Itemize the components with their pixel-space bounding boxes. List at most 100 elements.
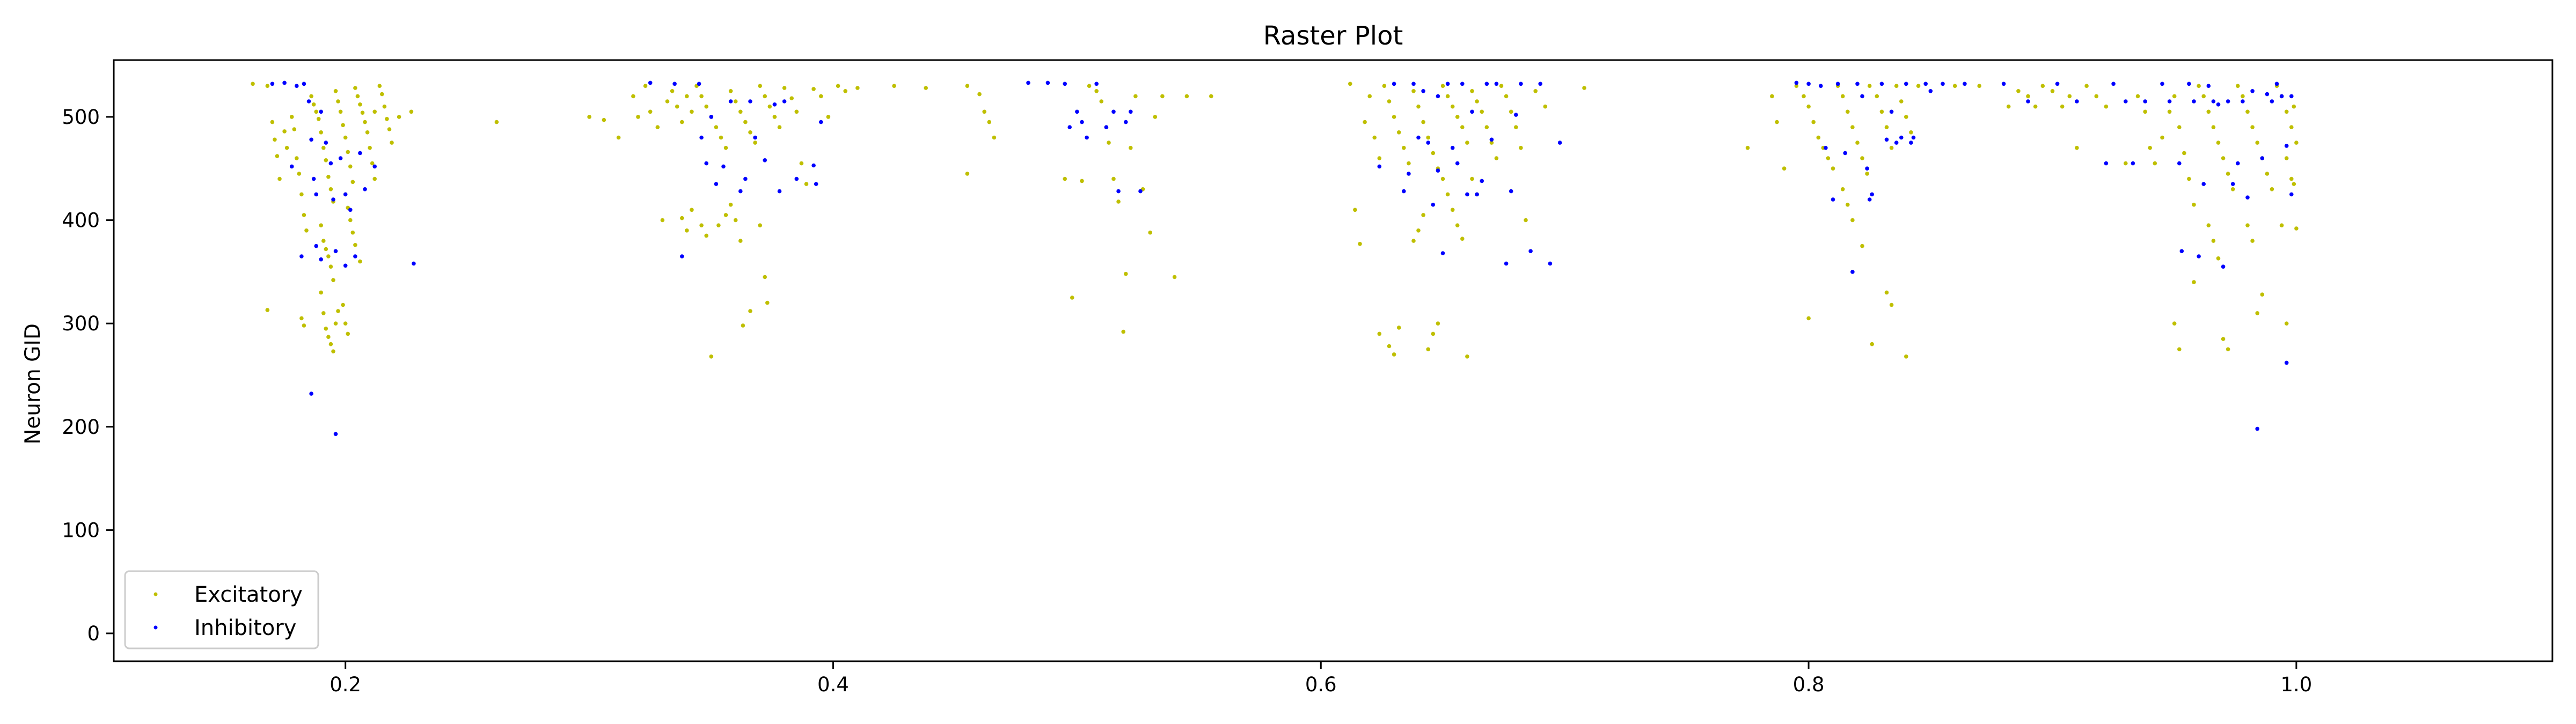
excitatory-spike-point [748, 130, 752, 135]
inhibitory-spike-point [1879, 82, 1884, 86]
inhibitory-spike-point [1124, 120, 1128, 124]
inhibitory-spike-point [2226, 99, 2230, 104]
data-points [251, 80, 2299, 437]
excitatory-spike-point [1367, 94, 1372, 99]
excitatory-spike-point [1916, 84, 1921, 88]
excitatory-spike-point [748, 309, 752, 313]
excitatory-spike-point [1431, 151, 1436, 156]
excitatory-spike-point [2255, 141, 2260, 145]
excitatory-spike-point [1840, 187, 1845, 191]
excitatory-spike-point [2245, 223, 2250, 228]
inhibitory-spike-point [302, 82, 306, 86]
excitatory-spike-point [1904, 354, 1908, 359]
excitatory-spike-point [328, 187, 333, 191]
excitatory-spike-point [1889, 145, 1894, 150]
excitatory-spike-point [1153, 115, 1158, 119]
inhibitory-spike-point [648, 80, 653, 85]
excitatory-spike-point [1867, 84, 1872, 88]
excitatory-spike-point [1806, 104, 1811, 109]
excitatory-spike-point [1353, 208, 1357, 212]
excitatory-spike-point [992, 135, 997, 140]
inhibitory-spike-point [1129, 109, 1133, 114]
excitatory-spike-point [314, 109, 318, 114]
inhibitory-spike-point [2216, 102, 2221, 107]
excitatory-spike-point [892, 84, 896, 88]
inhibitory-spike-point [1860, 94, 1864, 99]
series-inhibitory [270, 80, 2294, 437]
excitatory-spike-point [738, 239, 743, 243]
excitatory-spike-point [982, 109, 986, 114]
inhibitory-spike-point [309, 391, 313, 396]
excitatory-spike-point [2294, 141, 2299, 145]
excitatory-spike-point [1509, 109, 1513, 114]
excitatory-spike-point [1392, 115, 1396, 119]
excitatory-spike-point [728, 89, 733, 93]
excitatory-spike-point [1129, 145, 1133, 150]
excitatory-spike-point [1411, 239, 1416, 243]
excitatory-spike-point [2160, 135, 2164, 140]
excitatory-spike-point [1865, 172, 1869, 176]
inhibitory-spike-point [794, 176, 799, 181]
excitatory-spike-point [2216, 256, 2221, 261]
excitatory-spike-point [685, 94, 689, 99]
excitatory-spike-point [343, 135, 348, 140]
excitatory-spike-point [324, 247, 328, 252]
excitatory-spike-point [1063, 176, 1067, 181]
excitatory-spike-point [297, 172, 302, 176]
excitatory-spike-point [2197, 84, 2201, 88]
excitatory-spike-point [1840, 94, 1845, 99]
plot-area-frame [113, 59, 2553, 662]
inhibitory-spike-point [721, 164, 726, 169]
excitatory-spike-point [2006, 104, 2011, 109]
inhibitory-spike-point [306, 99, 311, 104]
inhibitory-spike-point [1470, 109, 1474, 114]
excitatory-spike-point [1160, 94, 1165, 99]
excitatory-spike-point [1816, 135, 1821, 140]
excitatory-spike-point [302, 213, 306, 217]
inhibitory-spike-point [1484, 82, 1489, 86]
excitatory-spike-point [1363, 120, 1367, 124]
excitatory-spike-point [1450, 208, 1455, 212]
y-axis-ticks: 0 100 200 300 400 500 [62, 106, 114, 645]
inhibitory-spike-point [1824, 145, 1828, 150]
excitatory-spike-point [2292, 104, 2296, 109]
excitatory-spike-point [1348, 82, 1352, 86]
excitatory-spike-point [2250, 125, 2255, 129]
inhibitory-spike-point [2289, 192, 2294, 197]
excitatory-spike-point [2192, 202, 2196, 207]
inhibitory-spike-point [2284, 360, 2289, 365]
inhibitory-spike-point [2201, 182, 2206, 186]
excitatory-spike-point [704, 233, 708, 238]
excitatory-spike-point [1770, 94, 1774, 99]
inhibitory-spike-point [295, 84, 299, 88]
inhibitory-spike-point [1475, 192, 1479, 197]
excitatory-spike-point [2075, 145, 2079, 150]
inhibitory-spike-point [2001, 82, 2006, 86]
excitatory-spike-point [2206, 223, 2211, 228]
excitatory-spike-point [1455, 115, 1460, 119]
excitatory-spike-point [965, 84, 970, 88]
excitatory-spike-point [1416, 228, 1421, 233]
inhibitory-spike-point [2104, 161, 2109, 166]
inhibitory-spike-point [2284, 144, 2289, 148]
excitatory-spike-point [326, 254, 331, 258]
inhibitory-spike-point [743, 176, 748, 181]
excitatory-spike-point [2216, 141, 2221, 145]
excitatory-spike-point [348, 164, 353, 169]
inhibitory-spike-point [1923, 82, 1928, 86]
inhibitory-spike-point [2124, 99, 2128, 104]
inhibitory-spike-point [1894, 141, 1899, 145]
excitatory-spike-point [2084, 84, 2089, 88]
excitatory-spike-point [772, 115, 777, 119]
excitatory-spike-point [353, 86, 357, 90]
y-axis-label: Neuron GID [21, 323, 45, 445]
excitatory-spike-point [2148, 145, 2152, 150]
inhibitory-spike-point [1963, 82, 1967, 86]
excitatory-spike-point [2284, 156, 2289, 160]
excitatory-spike-point [587, 115, 591, 119]
excitatory-spike-point [2260, 292, 2265, 297]
excitatory-spike-point [311, 102, 316, 107]
excitatory-spike-point [843, 89, 847, 93]
excitatory-spike-point [295, 156, 299, 160]
